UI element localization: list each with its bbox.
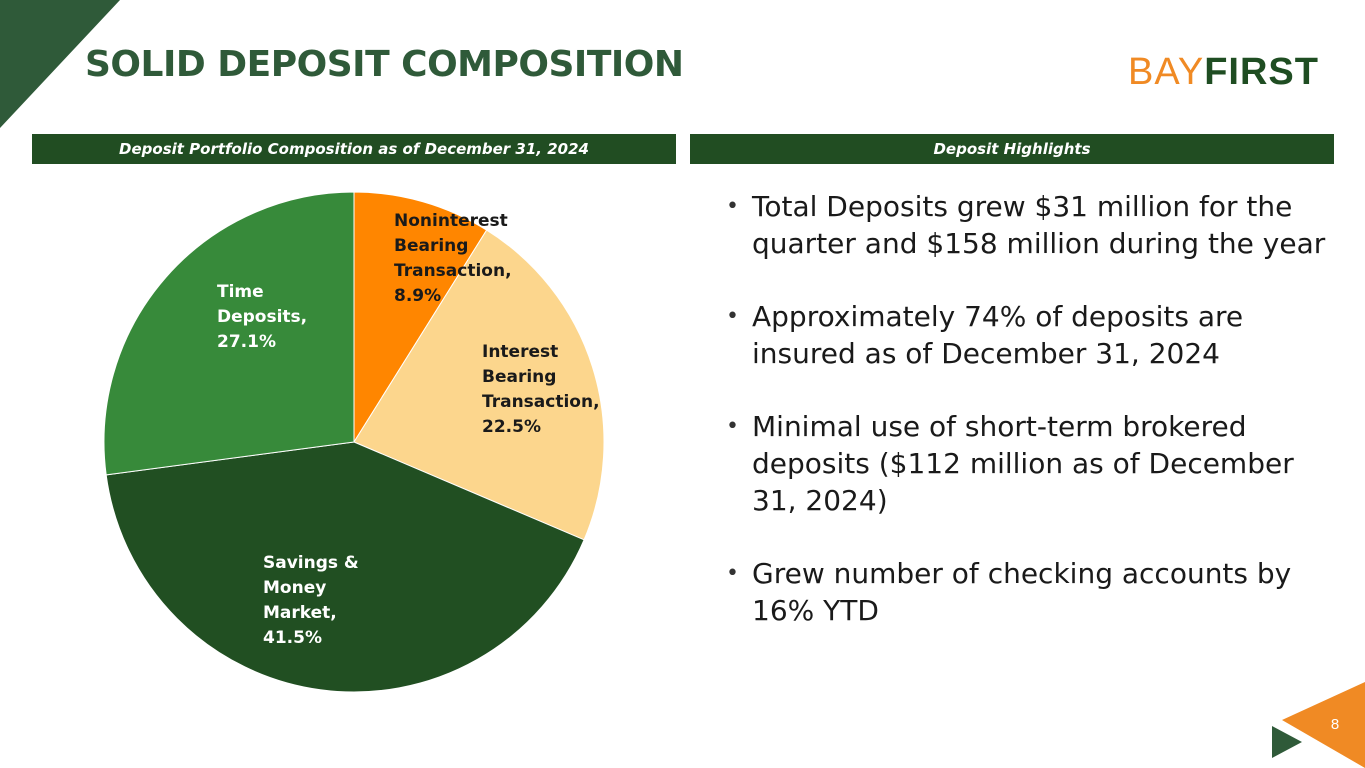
highlight-text: Minimal use of short-term brokered depos… <box>752 410 1294 517</box>
logo-text-first: FIRST <box>1204 51 1319 93</box>
corner-decoration-bottom-right <box>1272 682 1365 768</box>
page-number: 8 <box>1330 716 1340 733</box>
corner-decoration-top-left <box>0 0 120 128</box>
pie-label-1: Interest Bearing Transaction, 22.5% <box>482 342 600 437</box>
pie-slice-0 <box>353 191 488 444</box>
composition-header: Deposit Portfolio Composition as of Dece… <box>32 134 676 164</box>
pie-label-3: Time Deposits, 27.1% <box>217 282 308 352</box>
pie-slice-2 <box>105 441 585 693</box>
highlight-text: Total Deposits grew $31 million for the … <box>752 190 1326 260</box>
highlights-list: • Total Deposits grew $31 million for the… <box>720 188 1340 665</box>
pie-slice-3 <box>103 191 355 476</box>
deposit-pie-chart <box>103 191 605 693</box>
highlight-text: Approximately 74% of deposits are insure… <box>752 300 1244 370</box>
page-title: SOLID DEPOSIT COMPOSITION <box>85 44 684 85</box>
highlight-item: • Minimal use of short-term brokered depo… <box>720 408 1340 519</box>
bayfirst-logo: BAYFIRST <box>1128 50 1319 94</box>
highlight-text: Grew number of checking accounts by 16% … <box>752 557 1292 627</box>
highlight-item: • Approximately 74% of deposits are insur… <box>720 298 1340 372</box>
bullet-icon: • <box>726 414 739 439</box>
bullet-icon: • <box>726 194 739 219</box>
pie-slice-1 <box>353 229 605 541</box>
bullet-icon: • <box>726 304 739 329</box>
logo-text-bay: BAY <box>1128 51 1205 93</box>
pie-label-0: Noninterest Bearing Transaction, 8.9% <box>394 211 512 306</box>
bullet-icon: • <box>726 561 739 586</box>
highlight-item: • Grew number of checking accounts by 16%… <box>720 555 1340 629</box>
highlight-item: • Total Deposits grew $31 million for the… <box>720 188 1340 262</box>
highlights-header: Deposit Highlights <box>690 134 1334 164</box>
pie-label-2: Savings & Money Market, 41.5% <box>263 553 359 648</box>
